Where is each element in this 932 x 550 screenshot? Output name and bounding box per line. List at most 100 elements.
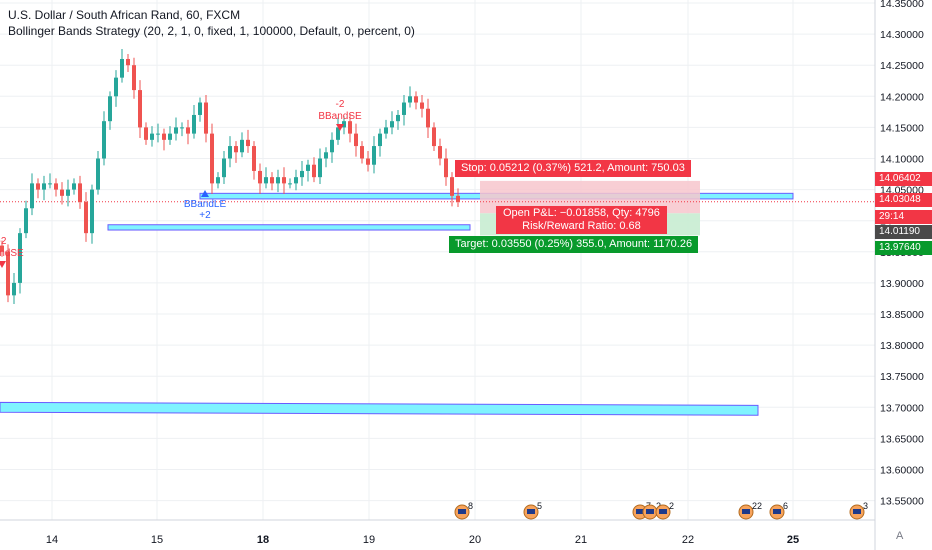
target-price-label: 13.97640 [875, 241, 932, 255]
open-pnl-text: Open P&L: −0.01858, Qty: 4796 [503, 207, 660, 219]
candle-body [54, 183, 58, 190]
flag-icon [853, 509, 861, 514]
candle-body [18, 233, 22, 283]
flag-icon [527, 509, 535, 514]
candle-body [216, 177, 220, 184]
candle-body [372, 146, 376, 165]
stop-price-label: 14.06402 [875, 172, 932, 186]
candle-body [390, 121, 394, 128]
candle-body [408, 96, 412, 103]
x-tick-label: 21 [575, 534, 587, 546]
y-tick-label: 13.85000 [880, 309, 924, 321]
candle-body [210, 133, 214, 184]
candle-body [354, 133, 358, 147]
x-tick-label: 22 [682, 534, 694, 546]
stop-loss-label[interactable]: Stop: 0.05212 (0.37%) 521.2, Amount: 750… [455, 160, 691, 177]
candle-body [264, 177, 268, 184]
x-tick-label: 25 [787, 534, 799, 546]
candle-body [204, 102, 208, 134]
entry-price-label: 14.01190 [875, 225, 932, 239]
candle-body [24, 208, 28, 234]
candle-body [60, 189, 64, 196]
event-count: 3 [863, 501, 868, 511]
y-tick-label: 14.15000 [880, 122, 924, 134]
open-pnl-label[interactable]: Open P&L: −0.01858, Qty: 4796 Risk/Rewar… [496, 206, 667, 234]
candle-body [108, 96, 112, 122]
candle-body [456, 195, 460, 203]
candle-body [36, 183, 40, 190]
signal-label: BBandLE [184, 199, 227, 210]
candle-body [228, 146, 232, 159]
y-tick-label: 13.70000 [880, 402, 924, 414]
candle-body [258, 170, 262, 184]
candle-body [66, 189, 70, 196]
strategy-legend[interactable]: Bollinger Bands Strategy (20, 2, 1, 0, f… [8, 24, 415, 38]
candle-body [330, 139, 334, 153]
y-tick-label: 13.75000 [880, 371, 924, 383]
candle-body [186, 127, 190, 134]
y-tick-label: 14.10000 [880, 154, 924, 166]
flag-icon [646, 509, 654, 514]
flag-icon [742, 509, 750, 514]
candle-body [300, 170, 304, 178]
candle-body [120, 58, 124, 78]
candle-body [102, 121, 106, 159]
event-count: 2 [669, 501, 674, 511]
candle-body [348, 121, 352, 134]
zone-rectangle [107, 224, 471, 231]
signal-qty: -2 [0, 236, 7, 247]
candle-body [432, 127, 436, 147]
last-price-label: 14.03048 [875, 193, 932, 207]
risk-reward-text: Risk/Reward Ratio: 0.68 [522, 220, 641, 232]
y-tick-label: 14.35000 [880, 0, 924, 10]
candle-body [288, 183, 292, 185]
candle-body [252, 146, 256, 171]
auto-scale-button[interactable]: A [896, 530, 904, 542]
event-count: 22 [752, 501, 762, 511]
candle-body [240, 139, 244, 153]
candle-body [156, 133, 160, 135]
candle-body [150, 133, 154, 140]
candle-body [402, 102, 406, 115]
candle-body [126, 58, 130, 66]
flag-icon [773, 509, 781, 514]
candle-body [84, 202, 88, 234]
y-tick-label: 14.25000 [880, 60, 924, 72]
candle-body [426, 108, 430, 128]
candle-body [384, 127, 388, 134]
event-badges: 857222263 [454, 501, 868, 520]
zone-rectangle [0, 401, 759, 416]
x-tick-label: 20 [469, 534, 481, 546]
candle-body [282, 177, 286, 184]
candle-body [336, 127, 340, 140]
flag-icon [636, 509, 644, 514]
candle-body [324, 152, 328, 159]
candle-body [342, 121, 346, 128]
candle-body [444, 158, 448, 178]
take-profit-label[interactable]: Target: 0.03550 (0.25%) 355.0, Amount: 1… [449, 236, 699, 253]
candle-body [42, 183, 46, 190]
y-tick-label: 14.20000 [880, 91, 924, 103]
candle-body [96, 158, 100, 190]
sell-arrow-icon [336, 124, 344, 131]
chart-grid [0, 0, 875, 520]
x-tick-label: 15 [151, 534, 163, 546]
candle-body [0, 245, 4, 252]
candles [0, 49, 460, 305]
event-count: 5 [537, 501, 542, 511]
bar-countdown-label: 29:14 [875, 210, 932, 224]
candle-body [48, 183, 52, 185]
candle-body [6, 251, 10, 296]
candle-body [360, 146, 364, 159]
y-tick-label: 13.65000 [880, 433, 924, 445]
flag-icon [458, 509, 466, 514]
candle-body [294, 177, 298, 184]
candle-body [78, 183, 82, 203]
candle-body [72, 183, 76, 190]
signal-qty: +2 [199, 210, 211, 221]
candle-body [12, 282, 16, 296]
candle-body [318, 158, 322, 178]
